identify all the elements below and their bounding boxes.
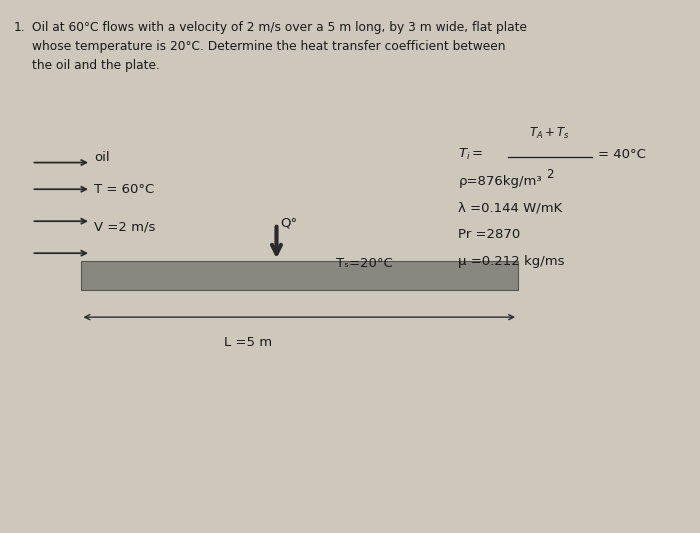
Bar	[80, 261, 518, 290]
Text: Q°: Q°	[280, 216, 297, 229]
Text: T = 60°C: T = 60°C	[94, 183, 155, 196]
Text: λ =0.144 W/mK: λ =0.144 W/mK	[458, 201, 563, 214]
Text: Tₛ=20°C: Tₛ=20°C	[336, 257, 393, 270]
Text: ρ=876kg/m³: ρ=876kg/m³	[458, 175, 542, 188]
Text: L =5 m: L =5 m	[225, 336, 272, 349]
Text: 2: 2	[546, 168, 553, 181]
Text: oil: oil	[94, 151, 110, 164]
Text: Pr =2870: Pr =2870	[458, 228, 521, 241]
Text: μ =0.212 kg/ms: μ =0.212 kg/ms	[458, 255, 565, 268]
Text: $T_i =$: $T_i =$	[458, 147, 484, 162]
Text: Oil at 60°C flows with a velocity of 2 m/s over a 5 m long, by 3 m wide, flat pl: Oil at 60°C flows with a velocity of 2 m…	[32, 21, 526, 72]
Text: = 40°C: = 40°C	[598, 148, 646, 161]
Text: 1.: 1.	[14, 21, 26, 34]
Text: $T_A + T_s$: $T_A + T_s$	[529, 126, 570, 141]
Text: V =2 m/s: V =2 m/s	[94, 220, 156, 233]
